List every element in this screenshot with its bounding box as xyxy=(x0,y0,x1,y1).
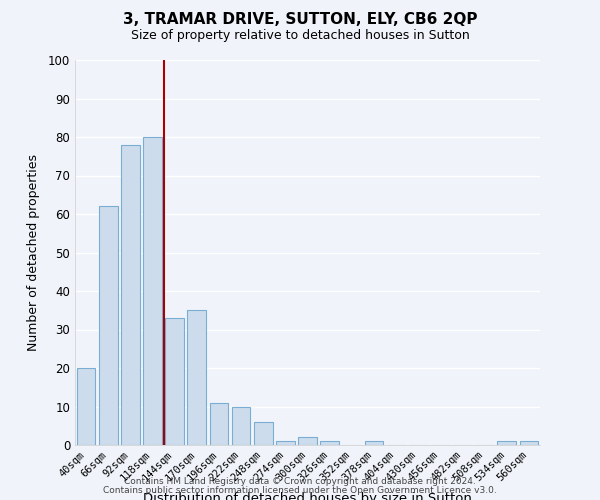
Bar xyxy=(99,206,118,445)
Bar xyxy=(497,441,516,445)
Bar xyxy=(232,406,250,445)
X-axis label: Distribution of detached houses by size in Sutton: Distribution of detached houses by size … xyxy=(143,492,472,500)
Bar xyxy=(520,441,538,445)
Bar xyxy=(209,402,229,445)
Bar xyxy=(165,318,184,445)
Bar xyxy=(298,438,317,445)
Bar xyxy=(143,137,162,445)
Bar xyxy=(254,422,272,445)
Bar xyxy=(320,441,339,445)
Y-axis label: Number of detached properties: Number of detached properties xyxy=(26,154,40,351)
Bar xyxy=(365,441,383,445)
Text: Size of property relative to detached houses in Sutton: Size of property relative to detached ho… xyxy=(131,29,469,42)
Text: Contains HM Land Registry data © Crown copyright and database right 2024.: Contains HM Land Registry data © Crown c… xyxy=(124,477,476,486)
Bar xyxy=(187,310,206,445)
Text: Contains public sector information licensed under the Open Government Licence v3: Contains public sector information licen… xyxy=(103,486,497,495)
Text: 3, TRAMAR DRIVE, SUTTON, ELY, CB6 2QP: 3, TRAMAR DRIVE, SUTTON, ELY, CB6 2QP xyxy=(123,12,477,28)
Bar xyxy=(77,368,95,445)
Bar xyxy=(121,144,140,445)
Bar xyxy=(276,441,295,445)
